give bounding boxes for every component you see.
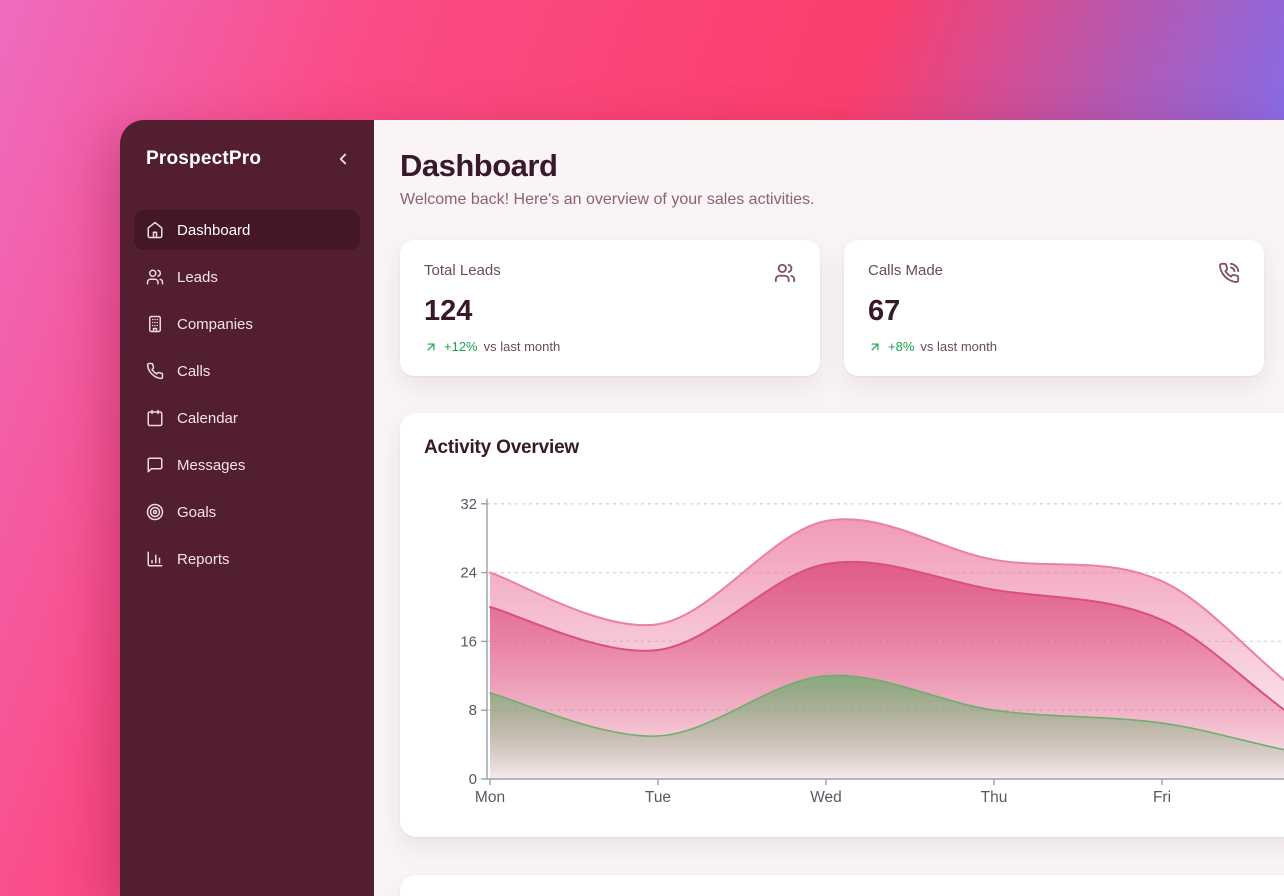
sidebar-item-calendar[interactable]: Calendar [134,398,360,438]
home-icon [146,221,164,239]
app-logo-text: ProspectPro [146,148,262,169]
message-square-icon [146,456,164,474]
calendar-icon [146,409,164,427]
stat-change-note: vs last month [920,339,997,354]
users-icon [774,262,796,284]
sidebar-item-label: Goals [177,503,217,521]
chart-title: Activity Overview [424,437,580,458]
stats-row: Total Leads 124 +12% vs last month Calls Mad… [400,240,1284,376]
phone-call-icon [1218,262,1240,284]
stat-card-total-leads: Total Leads 124 +12% vs last month [400,240,820,376]
sidebar-item-companies[interactable]: Companies [134,304,360,344]
sidebar-item-leads[interactable]: Leads [134,257,360,297]
sidebar-nav: Dashboard Leads Companies Calls Calendar Mess… [134,210,360,579]
sidebar-item-dashboard[interactable]: Dashboard [134,210,360,250]
area-rose-line [489,560,1284,711]
y-tick-label: 8 [469,702,477,719]
sidebar-item-messages[interactable]: Messages [134,445,360,485]
main-content: Dashboard Welcome back! Here's an overvi… [374,120,1284,896]
chevron-left-icon [334,150,352,168]
target-icon [146,503,164,521]
area-light-pink-line [489,518,1284,682]
stat-change-row: +8% vs last month [868,339,1240,354]
y-tick-label: 16 [460,633,477,650]
stat-change-percent: +8% [888,339,915,354]
stat-change-row: +12% vs last month [424,339,796,354]
stat-value: 67 [868,295,901,327]
stat-value: 124 [424,295,473,327]
stat-card-header: Total Leads [424,262,796,284]
stat-change-percent: +12% [444,339,478,354]
sidebar-item-label: Dashboard [177,221,251,239]
sidebar-item-label: Leads [177,268,218,286]
sidebar-item-label: Calls [177,362,211,380]
x-tick-label: Tue [645,789,671,806]
stat-change-note: vs last month [483,339,561,354]
page-subtitle: Welcome back! Here's an overview of your… [400,191,815,208]
y-tick-label: 24 [460,565,477,582]
sidebar-item-label: Companies [177,315,253,333]
sidebar-item-calls[interactable]: Calls [134,351,360,391]
activity-overview-card: Activity Overview 0 8 16 24 32 Mon Tue Wed Thu Fr… [400,413,1284,837]
sidebar-item-label: Reports [177,550,230,568]
page-title: Dashboard [400,148,558,183]
bottom-panel [400,875,1284,896]
stat-card-calls-made: Calls Made 67 +8% vs last month [844,240,1264,376]
sidebar-item-label: Calendar [177,409,238,427]
x-tick-label: Mon [475,789,505,806]
sidebar: ProspectPro Dashboard Leads Companies Calls… [120,120,374,896]
bar-chart-icon [146,550,164,568]
sidebar-item-reports[interactable]: Reports [134,539,360,579]
stat-card-header: Calls Made [868,262,1240,284]
x-tick-label: Fri [1153,789,1171,806]
sidebar-item-label: Messages [177,456,246,474]
sidebar-item-goals[interactable]: Goals [134,492,360,532]
y-tick-label: 0 [469,771,477,788]
area-green-area [490,675,1284,779]
sidebar-collapse-button[interactable] [334,150,352,168]
stat-label: Total Leads [424,262,501,279]
x-tick-label: Thu [981,789,1008,806]
app-window: ProspectPro Dashboard Leads Companies Calls… [120,120,1284,896]
arrow-up-right-icon [868,340,882,354]
stat-label: Calls Made [868,262,944,279]
area-green-line [489,674,1284,751]
sidebar-header: ProspectPro [134,146,360,172]
building-icon [146,315,164,333]
phone-icon [146,362,164,380]
y-tick-label: 32 [460,496,477,513]
x-tick-label: Wed [810,789,842,806]
activity-area-chart: 08162432MonTueWedThuFriSatSun [460,496,1284,806]
arrow-up-right-icon [424,340,438,354]
users-icon [146,268,164,286]
